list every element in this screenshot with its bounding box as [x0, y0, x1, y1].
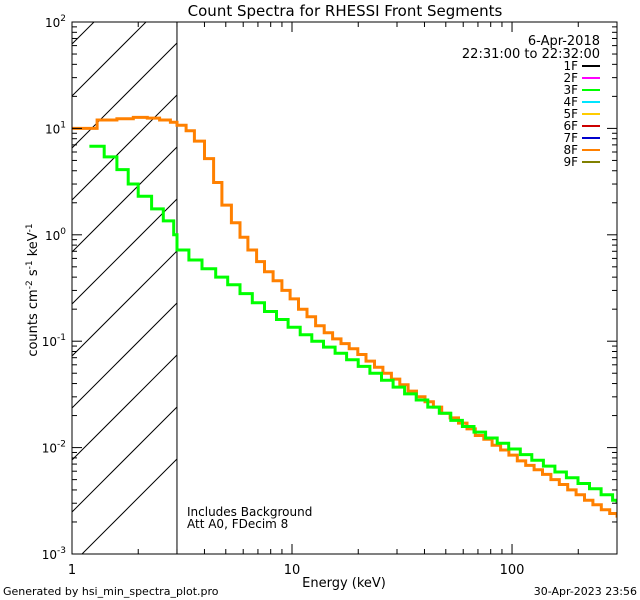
- hatched-region: [72, 22, 178, 554]
- hatch-line: [72, 250, 178, 357]
- hatch-line: [72, 22, 147, 97]
- legend-label: 1F: [563, 59, 578, 73]
- y-label-exp-cm: -2: [25, 280, 35, 289]
- time-range-label: 22:31:00 to 22:32:00: [462, 47, 600, 62]
- y-label-unit-counts: counts cm: [26, 289, 41, 356]
- legend-label: 5F: [563, 107, 578, 121]
- y-axis-label: counts cm-2 s-1 keV-1: [25, 223, 41, 356]
- hatch-line: [72, 22, 95, 45]
- generated-by-label: Generated by hsi_min_spectra_plot.pro: [3, 585, 219, 598]
- x-axis-label: Energy (keV): [302, 576, 386, 591]
- y-tick-label: 101: [45, 120, 66, 136]
- hatch-line: [72, 198, 178, 305]
- y-label-exp-kev: -1: [25, 223, 35, 232]
- legend-label: 7F: [563, 131, 578, 145]
- annotation-attenuator: Att A0, FDecim 8: [187, 517, 288, 531]
- series-3F-line: [89, 144, 617, 504]
- y-tick-label: 100: [45, 227, 66, 243]
- plot-frame: [71, 21, 618, 555]
- hatch-line: [72, 406, 178, 513]
- series-group: [72, 115, 617, 518]
- hatch-line: [72, 302, 178, 409]
- series-8F-line: [72, 115, 617, 518]
- footer-timestamp: 30-Apr-2023 23:56: [534, 585, 637, 598]
- y-label-unit-s: s: [26, 269, 41, 280]
- y-label-unit-kev: keV: [26, 232, 41, 260]
- hatch-line: [72, 146, 178, 253]
- legend-label: 6F: [563, 119, 578, 133]
- legend-label: 8F: [563, 143, 578, 157]
- hatch-line: [72, 354, 178, 461]
- y-axis: 102 101 100 10-1 10-2 10-3: [42, 14, 617, 562]
- y-label-exp-s: -1: [25, 260, 35, 269]
- date-label: 6-Apr-2018: [528, 34, 600, 49]
- hatch-line: [72, 42, 178, 149]
- legend-label: 2F: [563, 71, 578, 85]
- x-tick-label: 10: [284, 563, 301, 578]
- annotation-background: Includes Background: [187, 505, 312, 519]
- legend-label: 4F: [563, 95, 578, 109]
- y-tick-label: 10-2: [42, 440, 66, 456]
- legend-label: 3F: [563, 83, 578, 97]
- x-axis: 1 10 100: [68, 22, 618, 578]
- hatch-line: [72, 94, 178, 201]
- x-tick-label: 1: [68, 563, 76, 578]
- y-tick-label: 102: [45, 14, 66, 30]
- y-tick-label: 10-3: [42, 546, 66, 562]
- x-tick-label: 100: [500, 563, 525, 578]
- chart-title: Count Spectra for RHESSI Front Segments: [188, 2, 503, 20]
- legend-label: 9F: [563, 155, 578, 169]
- y-tick-label: 10-1: [42, 333, 66, 349]
- hatch-line: [81, 458, 178, 554]
